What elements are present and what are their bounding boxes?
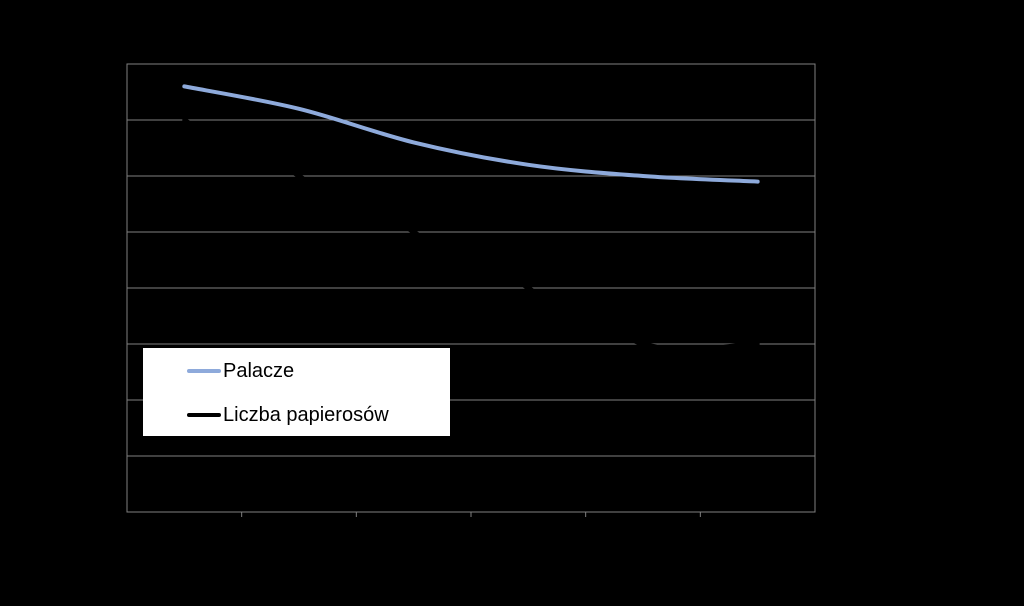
legend-swatch-palacze <box>187 369 221 373</box>
legend-item-liczba-papierosow: Liczba papierosów <box>187 403 389 427</box>
legend: Palacze Liczba papierosów <box>143 348 450 436</box>
legend-label-palacze: Palacze <box>223 359 295 382</box>
legend-swatch-liczba-papierosow <box>187 413 221 417</box>
x-axis-ticks <box>241 512 701 517</box>
series-line-0 <box>182 84 760 184</box>
series-line-1 <box>182 118 760 351</box>
legend-item-palacze: Palacze <box>187 359 294 383</box>
series-lines <box>182 84 760 351</box>
legend-label-liczba-papierosow: Liczba papierosów <box>223 403 389 426</box>
